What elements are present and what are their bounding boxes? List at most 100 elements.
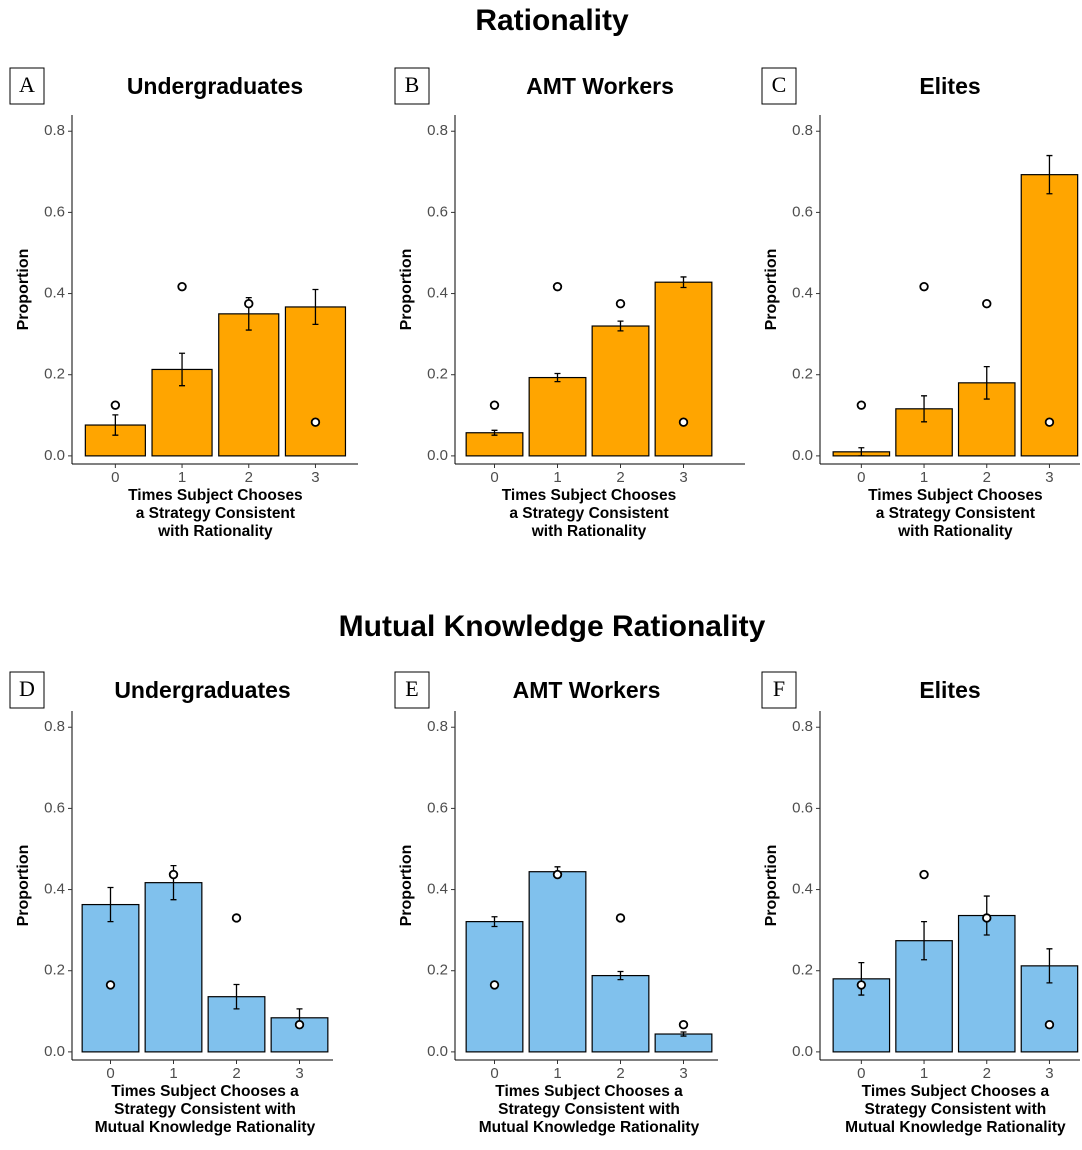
- bar: [218, 313, 280, 457]
- x-tick-label: 3: [1045, 469, 1053, 486]
- x-axis-label: Times Subject Chooses a: [111, 1083, 299, 1100]
- x-tick-label: 0: [106, 1065, 114, 1082]
- bar: [591, 974, 650, 1053]
- bar: [144, 882, 203, 1053]
- y-tick-label: 0.4: [792, 881, 813, 898]
- error-bar: [312, 288, 319, 326]
- y-tick-label: 0.2: [44, 962, 65, 979]
- x-tick-label: 1: [178, 469, 186, 486]
- y-tick-label: 0.2: [792, 962, 813, 979]
- x-tick-label: 3: [1045, 1065, 1053, 1082]
- x-tick-label: 1: [920, 469, 928, 486]
- y-tick-label: 0.2: [44, 366, 65, 383]
- x-tick-label: 3: [311, 469, 319, 486]
- y-tick-label: 0.0: [44, 447, 65, 464]
- panel-title: AMT Workers: [513, 677, 661, 703]
- bar: [591, 325, 650, 457]
- x-tick-label: 3: [679, 469, 687, 486]
- panel-label-box: [761, 67, 797, 105]
- reference-point: [489, 400, 500, 410]
- x-axis-label: a Strategy Consistent: [136, 505, 295, 522]
- y-tick-label: 0.8: [427, 122, 448, 139]
- error-bar: [233, 983, 240, 1010]
- x-axis-label: Times Subject Chooses a: [495, 1083, 683, 1100]
- y-axis-label: Proportion: [398, 845, 415, 927]
- reference-point: [168, 869, 179, 880]
- reference-point: [244, 299, 254, 309]
- panel-title: Elites: [919, 677, 980, 703]
- bar: [1020, 174, 1079, 457]
- panel-title: AMT Workers: [526, 73, 674, 99]
- error-bar: [179, 352, 186, 387]
- reference-point: [552, 281, 563, 292]
- reference-point: [856, 980, 867, 990]
- error-bar: [1046, 154, 1053, 195]
- y-axis-label: Proportion: [763, 845, 780, 927]
- panel-label: C: [772, 72, 787, 97]
- error-bar: [617, 970, 624, 981]
- y-tick-label: 0.0: [792, 1043, 813, 1060]
- reference-point: [982, 299, 992, 309]
- x-axis-label: Times Subject Chooses: [868, 487, 1043, 504]
- panel-label: A: [19, 72, 35, 97]
- y-axis-label: Proportion: [763, 249, 780, 331]
- error-bar: [983, 365, 990, 400]
- y-tick-label: 0.8: [792, 122, 813, 139]
- x-tick-label: 2: [245, 469, 253, 486]
- y-tick-label: 0.0: [44, 1043, 65, 1060]
- bar: [465, 432, 524, 457]
- y-tick-label: 0.8: [44, 122, 65, 139]
- reference-point: [110, 400, 121, 410]
- error-bar: [858, 961, 865, 996]
- panel-label-box: [9, 671, 45, 709]
- reference-point: [615, 299, 626, 309]
- y-tick-label: 0.0: [427, 447, 448, 464]
- x-tick-label: 3: [679, 1065, 687, 1082]
- x-tick-label: 0: [111, 469, 119, 486]
- x-axis-label: Mutual Knowledge Rationality: [95, 1119, 316, 1136]
- x-tick-label: 2: [616, 1065, 624, 1082]
- error-bar: [1046, 948, 1053, 984]
- x-axis-label: Strategy Consistent with: [498, 1101, 680, 1118]
- error-bar: [680, 1031, 687, 1037]
- error-bar: [921, 395, 928, 423]
- x-tick-label: 0: [490, 1065, 498, 1082]
- reference-point: [177, 281, 187, 292]
- x-tick-label: 1: [553, 1065, 561, 1082]
- reference-point: [1044, 1019, 1055, 1030]
- bar: [284, 306, 347, 457]
- reference-point: [919, 281, 929, 292]
- panel-label-box: [761, 671, 797, 709]
- reference-point: [310, 417, 321, 427]
- y-tick-label: 0.6: [792, 799, 813, 816]
- reference-point: [856, 400, 867, 410]
- error-bar: [491, 429, 498, 436]
- x-axis-label: Times Subject Chooses: [502, 487, 677, 504]
- section-title: Rationality: [475, 4, 629, 37]
- panel-label: E: [405, 676, 418, 701]
- reference-point: [678, 417, 689, 427]
- reference-point: [231, 913, 242, 923]
- x-tick-label: 2: [983, 1065, 991, 1082]
- reference-point: [615, 913, 626, 923]
- panel-label-box: [394, 671, 430, 709]
- error-bar: [554, 372, 561, 383]
- x-tick-label: 1: [920, 1065, 928, 1082]
- x-tick-label: 2: [232, 1065, 240, 1082]
- x-tick-label: 0: [490, 469, 498, 486]
- x-tick-label: 2: [616, 469, 624, 486]
- bar: [654, 281, 713, 457]
- y-tick-label: 0.6: [792, 203, 813, 220]
- y-tick-label: 0.4: [427, 285, 448, 302]
- y-tick-label: 0.0: [792, 447, 813, 464]
- x-tick-label: 3: [295, 1065, 303, 1082]
- panel-title: Undergraduates: [114, 677, 290, 703]
- y-tick-label: 0.4: [792, 285, 813, 302]
- bar: [528, 871, 587, 1053]
- bar: [528, 376, 587, 457]
- panel-label-box: [9, 67, 45, 105]
- x-axis-label: Times Subject Chooses a: [862, 1083, 1050, 1100]
- x-axis-label: a Strategy Consistent: [509, 505, 668, 522]
- y-tick-label: 0.2: [427, 962, 448, 979]
